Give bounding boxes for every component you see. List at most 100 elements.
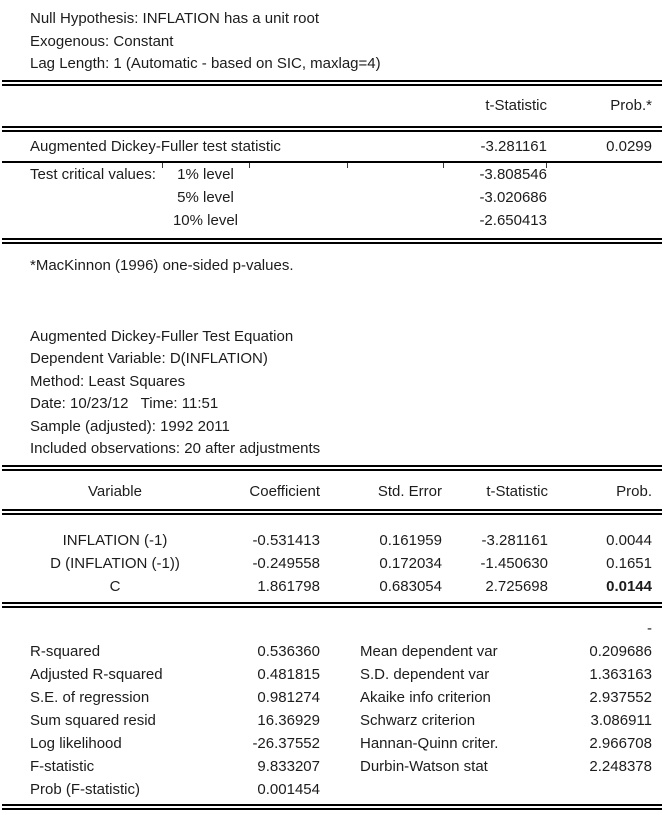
- t-statistic-value: -1.450630: [480, 554, 548, 572]
- std-error-value: 0.161959: [379, 531, 442, 549]
- stat-label: Prob (F-statistic): [30, 780, 141, 798]
- divider-double: [2, 803, 662, 810]
- adf-test-label: Augmented Dickey-Fuller test statistic: [30, 137, 281, 155]
- prob-value: 0.0044: [606, 531, 652, 549]
- regression-row-d-inflation-lag1: D (INFLATION (-1)) -0.249558 0.172034 -1…: [0, 552, 664, 575]
- stat-label: R-squared: [30, 642, 101, 660]
- stat-label: Schwarz criterion: [360, 711, 476, 729]
- critical-value-row-5pct: 5% level -3.020686: [0, 186, 664, 209]
- stat-value: 0.981274: [257, 688, 320, 706]
- t-statistic-value: -3.281161: [481, 531, 548, 549]
- cell-boundary-tick: [546, 162, 547, 168]
- stat-value: 1.363163: [589, 665, 652, 683]
- stats-overflow-dash-row: -: [0, 617, 664, 640]
- divider-double: [2, 601, 662, 608]
- cell-boundary-tick: [347, 162, 348, 168]
- header-coefficient: Coefficient: [249, 482, 320, 500]
- included-observations-line: Included observations: 20 after adjustme…: [30, 440, 321, 457]
- stat-label: Adjusted R-squared: [30, 665, 163, 683]
- critical-value-5pct: -3.020686: [479, 188, 547, 206]
- prob-value: 0.0144: [606, 577, 652, 595]
- stat-value: 0.481815: [257, 665, 320, 683]
- critical-level-5pct: 5% level: [177, 188, 234, 206]
- header-std-error: Std. Error: [377, 482, 442, 500]
- cell-boundary-tick: [443, 162, 444, 168]
- equation-title-line: Augmented Dickey-Fuller Test Equation: [30, 327, 294, 345]
- stat-label: Log likelihood: [30, 734, 122, 752]
- stat-value: -26.37552: [252, 734, 320, 752]
- prob-value: 0.1651: [606, 554, 652, 572]
- stats-row-adjusted-r-squared: Adjusted R-squared 0.481815 S.D. depende…: [0, 663, 664, 686]
- mackinnon-footnote: *MacKinnon (1996) one-sided p-values.: [30, 256, 294, 274]
- stats-row-sum-squared-resid: Sum squared resid 16.36929 Schwarz crite…: [0, 709, 664, 732]
- lag-length-line: Lag Length: 1 (Automatic - based on SIC,…: [30, 55, 381, 72]
- stat-label: Mean dependent var: [360, 642, 498, 660]
- equation-info-block: Augmented Dickey-Fuller Test Equation De…: [0, 326, 664, 461]
- wrapped-minus-sign: -: [647, 619, 652, 637]
- critical-value-row-10pct: 10% level -2.650413: [0, 209, 664, 232]
- stat-value: 0.001454: [257, 780, 320, 798]
- stat-value: 2.937552: [589, 688, 652, 706]
- regression-row-inflation-lag1: INFLATION (-1) -0.531413 0.161959 -3.281…: [0, 529, 664, 552]
- std-error-value: 0.683054: [379, 577, 442, 595]
- cell-boundary-tick: [162, 162, 163, 168]
- stat-label: Durbin-Watson stat: [360, 757, 488, 775]
- divider-double: [2, 464, 662, 471]
- stat-value: 16.36929: [257, 711, 320, 729]
- mackinnon-footnote-row: *MacKinnon (1996) one-sided p-values.: [0, 254, 664, 277]
- col-header-prob: Prob.*: [610, 96, 652, 114]
- date-time-line: Date: 10/23/12 Time: 11:51: [30, 395, 219, 412]
- regression-row-constant: C 1.861798 0.683054 2.725698 0.0144: [0, 575, 664, 598]
- stats-row-prob-f-statistic: Prob (F-statistic) 0.001454: [0, 778, 664, 801]
- header-variable: Variable: [88, 482, 142, 500]
- stat-value: 0.209686: [589, 642, 652, 660]
- null-hypothesis-line: Null Hypothesis: INFLATION has a unit ro…: [30, 10, 319, 27]
- stat-value: 2.248378: [589, 757, 652, 775]
- variable-name: INFLATION (-1): [62, 531, 168, 549]
- critical-value-row-1pct: Test critical values: 1% level -3.808546: [0, 163, 664, 186]
- adf-t-statistic-value: -3.281161: [480, 137, 547, 155]
- critical-level-10pct: 10% level: [172, 211, 239, 229]
- regression-header-row: Variable Coefficient Std. Error t-Statis…: [0, 480, 664, 503]
- unit-root-column-header-row: t-Statistic Prob.*: [0, 94, 664, 117]
- coefficient-value: -0.249558: [252, 554, 320, 572]
- divider-double: [2, 79, 662, 86]
- stat-label: S.D. dependent var: [360, 665, 490, 683]
- stat-label: Hannan-Quinn criter.: [360, 734, 499, 752]
- stat-label: Sum squared resid: [30, 711, 156, 729]
- critical-values-label: Test critical values:: [30, 165, 156, 183]
- col-header-t-statistic: t-Statistic: [485, 96, 547, 114]
- divider-double: [2, 125, 662, 132]
- coefficient-value: -0.531413: [252, 531, 320, 549]
- critical-value-1pct: -3.808546: [479, 165, 547, 183]
- adf-prob-value: 0.0299: [606, 137, 652, 155]
- stat-value: 0.536360: [257, 642, 320, 660]
- stat-value: 9.833207: [257, 757, 320, 775]
- stat-value: 3.086911: [590, 711, 652, 729]
- coefficient-value: 1.861798: [257, 577, 320, 595]
- stats-row-se-of-regression: S.E. of regression 0.981274 Akaike info …: [0, 686, 664, 709]
- stats-row-r-squared: R-squared 0.536360 Mean dependent var 0.…: [0, 640, 664, 663]
- divider-single: [2, 160, 662, 168]
- header-prob: Prob.: [616, 482, 652, 500]
- variable-name: C: [109, 577, 121, 595]
- exogenous-line: Exogenous: Constant: [30, 32, 174, 50]
- stat-label: S.E. of regression: [30, 688, 150, 706]
- stat-label: F-statistic: [30, 757, 95, 775]
- stat-value: 2.966708: [589, 734, 652, 752]
- stat-label: Akaike info criterion: [360, 688, 491, 706]
- stats-row-log-likelihood: Log likelihood -26.37552 Hannan-Quinn cr…: [0, 732, 664, 755]
- method-line: Method: Least Squares: [30, 372, 186, 390]
- divider-double: [2, 237, 662, 244]
- unit-root-header-block: Null Hypothesis: INFLATION has a unit ro…: [0, 0, 664, 76]
- cell-boundary-tick: [249, 162, 250, 168]
- std-error-value: 0.172034: [379, 554, 442, 572]
- divider-double: [2, 508, 662, 515]
- critical-value-10pct: -2.650413: [479, 211, 547, 229]
- t-statistic-value: 2.725698: [485, 577, 548, 595]
- sample-line: Sample (adjusted): 1992 2011: [30, 417, 230, 435]
- stats-row-f-statistic: F-statistic 9.833207 Durbin-Watson stat …: [0, 755, 664, 778]
- adf-test-row: Augmented Dickey-Fuller test statistic -…: [0, 135, 664, 158]
- header-t-statistic: t-Statistic: [486, 482, 548, 500]
- critical-level-1pct: 1% level: [177, 165, 234, 183]
